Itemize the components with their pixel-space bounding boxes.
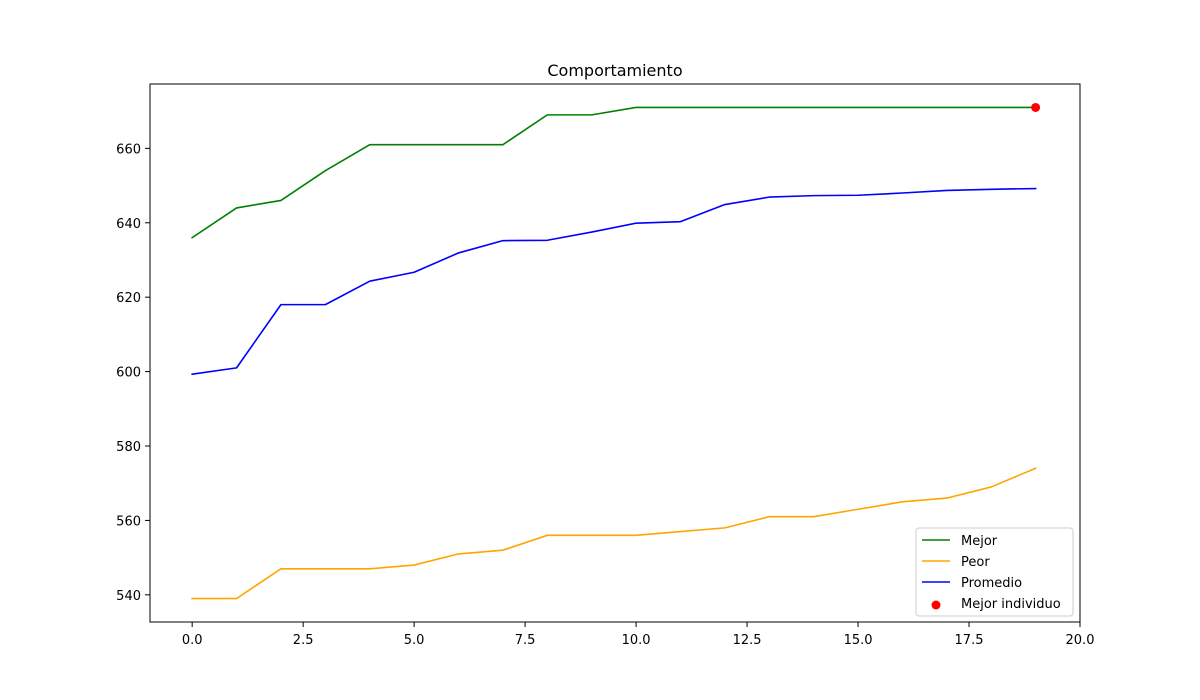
x-tick-label: 15.0 [844,633,873,648]
legend-label: Mejor individuo [961,597,1061,612]
legend: Mejor Peor Promedio Mejor individuo [915,527,1074,617]
plot-lines [191,106,1037,600]
y-tick-label: 580 [116,440,141,455]
y-axis: 540 560 580 600 620 640 660 [116,142,150,604]
plot-frame [149,83,1081,623]
plot-markers [1031,102,1041,112]
legend-label: Promedio [961,576,1022,591]
y-tick-label: 620 [116,291,141,306]
legend-label: Peor [961,555,990,570]
x-tick-label: 10.0 [622,633,651,648]
y-tick-label: 640 [116,217,141,232]
y-tick-label: 600 [116,366,141,381]
legend-label: Mejor [961,534,998,549]
chart-title: Comportamiento [547,61,682,80]
x-tick-label: 12.5 [733,633,762,648]
y-tick-label: 560 [116,514,141,529]
series-line-peor [191,467,1037,600]
x-tick-label: 7.5 [515,633,536,648]
x-axis: 0.0 2.5 5.0 7.5 10.0 12.5 15.0 17.5 20.0 [182,622,1095,648]
x-tick-label: 20.0 [1066,633,1095,648]
x-tick-label: 17.5 [955,633,984,648]
x-tick-label: 2.5 [293,633,314,648]
legend-swatch [931,600,941,610]
legend-box [915,527,1074,617]
series-line-mejor [191,106,1037,239]
x-tick-label: 0.0 [182,633,203,648]
best-individual-marker [1031,102,1041,112]
y-tick-label: 540 [116,589,141,604]
series-line-promedio [191,187,1037,376]
y-tick-label: 660 [116,142,141,157]
x-tick-label: 5.0 [404,633,425,648]
